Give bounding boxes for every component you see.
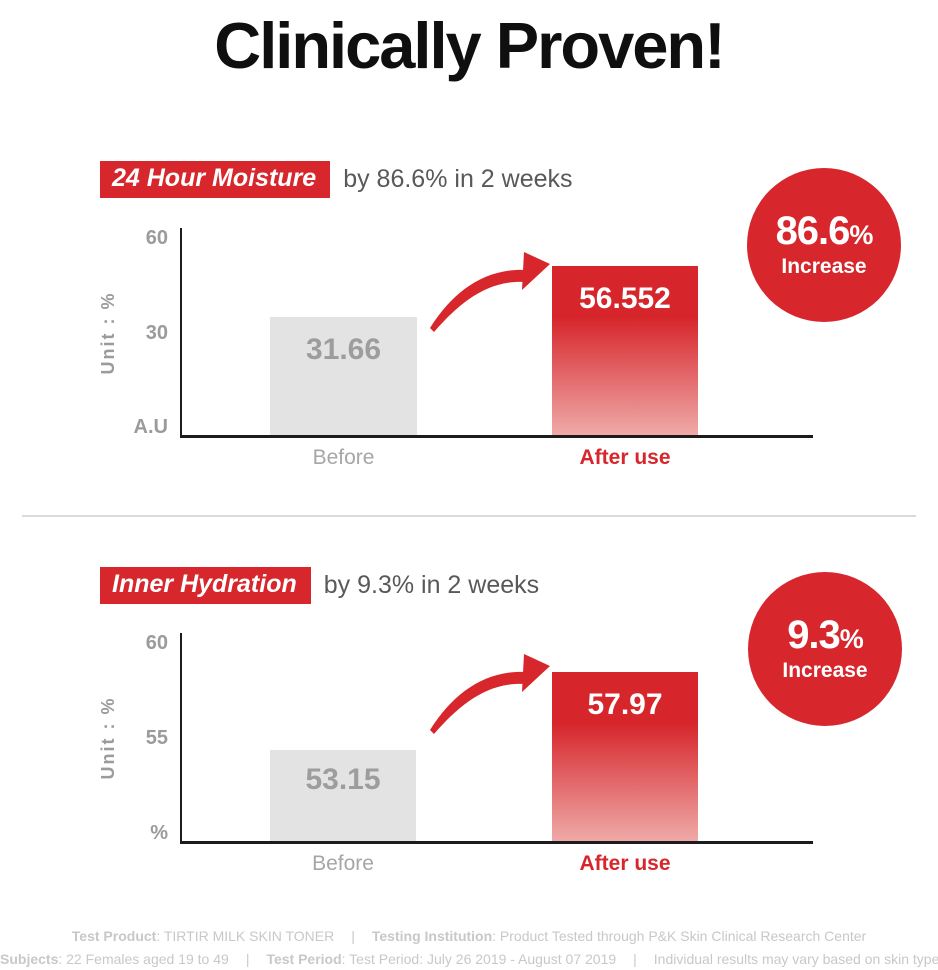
footer-text: Test Product [71, 928, 157, 944]
increase-badge: 9.3% Increase [748, 572, 902, 726]
category-label-before: Before [312, 852, 374, 875]
x-axis-line [180, 841, 813, 844]
bar-value-label: 31.66 [305, 333, 382, 366]
section-subtitle: by 86.6% in 2 weeks [343, 165, 573, 193]
badge-label: Increase [781, 255, 867, 278]
bar-value-label: 53.15 [305, 763, 381, 796]
badge-percent: 86.6% [775, 209, 874, 253]
footer-text: : 22 Females aged 19 to 49 [58, 951, 229, 967]
footer-separator: | [351, 928, 355, 944]
bar-before: 53.15 [270, 750, 416, 841]
footer-text: Test Period [266, 951, 342, 967]
section-header-hydration: Inner Hydration by 9.3% in 2 weeks [100, 567, 539, 604]
footer-text: Subjects [0, 951, 59, 967]
bar-value-label: 56.552 [579, 282, 671, 315]
footer-text: Testing Institution [371, 928, 493, 944]
footer-separator: | [245, 951, 250, 967]
footer-line: Test Product: TIRTIR MILK SKIN TONER | Tes… [0, 928, 938, 944]
footer-text: : Test Period: July 26 2019 - August 07 … [341, 951, 617, 967]
increase-arrow-icon [430, 654, 550, 734]
x-axis-line [180, 435, 813, 438]
section-subtitle: by 9.3% in 2 weeks [323, 571, 540, 599]
y-axis-tick: 60 [145, 227, 168, 249]
section-title-chip: 24 Hour Moisture [100, 161, 331, 198]
footer-separator: | [633, 951, 637, 967]
y-axis-tick: 30 [145, 322, 168, 344]
category-label-after-use: After use [579, 852, 671, 875]
badge-label: Increase [782, 659, 868, 682]
increase-badge: 86.6% Increase [747, 168, 901, 322]
y-axis-line [180, 633, 182, 843]
footer-text: : TIRTIR MILK SKIN TONER [156, 928, 335, 944]
section-header-moisture: 24 Hour Moisture by 86.6% in 2 weeks [100, 161, 573, 198]
y-axis-tick: 55 [145, 727, 168, 749]
footer-line: Subjects: 22 Females aged 19 to 49 | Test … [0, 951, 938, 967]
section-divider [22, 515, 916, 517]
increase-arrow-icon [430, 252, 550, 332]
page-title: Clinically Proven! [214, 9, 725, 82]
bar-after: 56.552 [552, 266, 698, 435]
category-label-before: Before [312, 446, 375, 469]
y-axis-tick: 60 [145, 632, 168, 654]
footer-text: : Product Tested through P&K Skin Clinic… [492, 928, 867, 944]
badge-percent: 9.3% [787, 613, 864, 657]
y-axis-line [180, 228, 182, 437]
y-axis-tick: % [150, 822, 168, 844]
section-title-chip: Inner Hydration [100, 567, 311, 604]
y-axis-tick: A.U [133, 416, 168, 438]
footer-text: Individual results may vary based on ski… [653, 951, 938, 967]
category-label-after-use: After use [579, 446, 671, 469]
bar-value-label: 57.97 [587, 688, 663, 721]
bar-after: 57.97 [552, 672, 698, 841]
bar-before: 31.66 [270, 317, 417, 435]
